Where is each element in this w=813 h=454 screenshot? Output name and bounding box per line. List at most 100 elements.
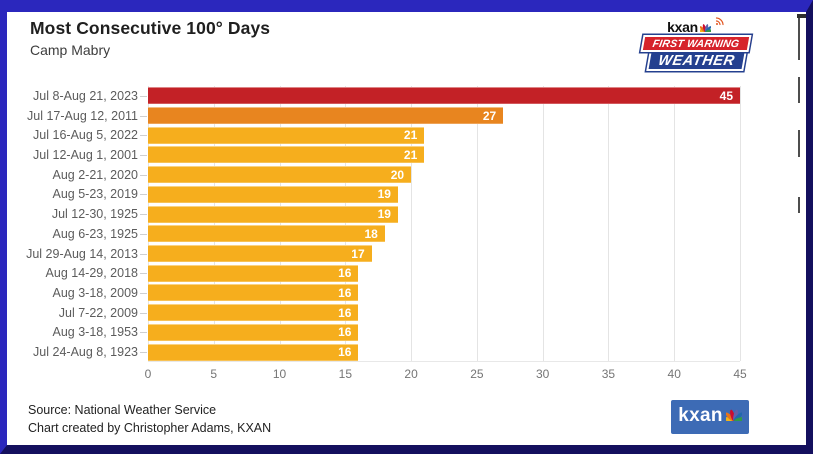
x-axis-tick-label: 35 bbox=[601, 367, 616, 381]
category-tick bbox=[140, 115, 147, 117]
first-warning-banner-text: FIRST WARNING bbox=[651, 37, 741, 50]
category-label: Aug 6-23, 1925 bbox=[52, 226, 139, 241]
bar: 45 bbox=[148, 87, 740, 105]
peacock-icon bbox=[697, 20, 714, 34]
credit-line: Chart created by Christopher Adams, KXAN bbox=[28, 420, 272, 435]
gridline bbox=[674, 86, 676, 361]
bar-value-label: 16 bbox=[338, 345, 352, 360]
bar-row: Jul 7-22, 2009 16 bbox=[59, 304, 740, 322]
x-axis-tick-label: 20 bbox=[404, 367, 418, 381]
category-label: Jul 8-Aug 21, 2023 bbox=[33, 88, 138, 103]
bar: 16 bbox=[148, 284, 359, 302]
kxan-wordmark-text: kxan bbox=[667, 19, 698, 35]
category-tick bbox=[140, 312, 147, 314]
gridline bbox=[608, 86, 610, 361]
category-tick bbox=[140, 154, 147, 156]
bar-value-label: 19 bbox=[377, 207, 391, 222]
category-label: Aug 2-21, 2020 bbox=[52, 167, 139, 182]
x-axis-tick-label: 30 bbox=[535, 367, 550, 381]
edge-artifact-dash bbox=[798, 18, 800, 60]
bar-row: Aug 14-29, 2018 16 bbox=[46, 264, 740, 282]
gridline bbox=[411, 86, 413, 361]
category-tick bbox=[140, 332, 147, 334]
bar-row: Jul 8-Aug 21, 2023 45 bbox=[33, 87, 740, 105]
category-label: Jul 12-30, 1925 bbox=[51, 207, 138, 222]
edge-artifact-dash bbox=[798, 197, 800, 213]
bar: 27 bbox=[148, 107, 504, 125]
bar-value-label: 27 bbox=[482, 108, 497, 123]
bar-row: Jul 12-Aug 1, 2001 21 bbox=[33, 146, 740, 164]
category-tick bbox=[140, 253, 147, 255]
bar-value-label: 19 bbox=[377, 187, 391, 202]
first-warning-banner: FIRST WARNING bbox=[640, 35, 752, 52]
gridline bbox=[279, 86, 281, 361]
plot-area: 0 5 10 15 20 25 30 35 40 45 Jul 8-Aug 21, 2023 45 Ju… bbox=[26, 86, 747, 381]
bar-value-label: 21 bbox=[403, 128, 418, 143]
category-label: Aug 3-18, 2009 bbox=[52, 285, 139, 300]
bar-row: Jul 17-Aug 12, 2011 27 bbox=[27, 107, 740, 125]
category-label: Jul 17-Aug 12, 2011 bbox=[27, 108, 138, 123]
category-tick bbox=[140, 292, 147, 294]
bar: 18 bbox=[148, 225, 385, 243]
category-tick bbox=[140, 352, 147, 354]
bar: 21 bbox=[148, 146, 425, 164]
bar-row: Jul 29-Aug 14, 2013 17 bbox=[26, 245, 740, 263]
kxan-logo-text: kxan bbox=[678, 405, 723, 426]
bar-value-label: 17 bbox=[351, 246, 365, 261]
category-tick bbox=[140, 194, 147, 196]
bar-value-label: 45 bbox=[719, 88, 733, 103]
page-title: Most Consecutive 100° Days bbox=[30, 18, 271, 38]
bar-value-label: 16 bbox=[338, 325, 352, 340]
bar-row: Aug 2-21, 2020 20 bbox=[53, 166, 740, 184]
gridline bbox=[148, 86, 149, 361]
bar-value-label: 16 bbox=[338, 285, 352, 300]
category-label: Aug 5-23, 2019 bbox=[52, 187, 139, 202]
category-label: Aug 14-29, 2018 bbox=[45, 266, 138, 281]
x-axis-tick-label: 40 bbox=[667, 367, 681, 381]
bar: 17 bbox=[148, 245, 372, 263]
x-axis-tick-label: 15 bbox=[338, 367, 353, 381]
category-label: Jul 24-Aug 8, 1923 bbox=[33, 345, 138, 360]
kxan-logo-badge: kxan bbox=[671, 400, 749, 434]
bar-row: Jul 24-Aug 8, 1923 16 bbox=[33, 343, 740, 361]
x-axis-tick-label: 10 bbox=[272, 367, 287, 381]
category-label: Jul 16-Aug 5, 2022 bbox=[33, 128, 138, 143]
bar: 16 bbox=[148, 343, 359, 361]
x-axis-tick-label: 45 bbox=[733, 367, 747, 381]
bar-value-label: 18 bbox=[364, 226, 378, 241]
x-axis-tick-label: 0 bbox=[144, 367, 152, 381]
gridline bbox=[476, 86, 478, 361]
footer-text: Source: National Weather Service Chart c… bbox=[28, 402, 271, 437]
bar: 16 bbox=[148, 304, 359, 322]
weather-banner-text: WEATHER bbox=[656, 53, 736, 69]
bar: 19 bbox=[148, 185, 398, 203]
bar-row: Aug 5-23, 2019 19 bbox=[53, 185, 740, 203]
category-tick bbox=[140, 174, 147, 176]
edge-artifact-dash bbox=[797, 14, 806, 18]
bar-value-label: 20 bbox=[390, 167, 405, 182]
edge-artifact-dash bbox=[798, 130, 800, 157]
bar-row: Jul 16-Aug 5, 2022 21 bbox=[33, 126, 740, 144]
x-axis-tick-label: 5 bbox=[210, 367, 218, 381]
bar: 19 bbox=[148, 205, 398, 223]
bar: 21 bbox=[148, 126, 425, 144]
x-axis-tick-label: 25 bbox=[470, 367, 484, 381]
category-label: Aug 3-18, 1953 bbox=[52, 325, 139, 340]
edge-artifact-dash bbox=[798, 77, 800, 103]
bar-value-label: 21 bbox=[403, 147, 418, 162]
gridline bbox=[345, 86, 347, 361]
bar-row: Aug 6-23, 1925 18 bbox=[53, 225, 740, 243]
page-subtitle: Camp Mabry bbox=[30, 42, 111, 58]
bar-value-label: 16 bbox=[338, 305, 352, 320]
bar-value-label: 16 bbox=[338, 266, 352, 281]
source-line: Source: National Weather Service bbox=[28, 403, 217, 417]
category-label: Jul 29-Aug 14, 2013 bbox=[26, 246, 138, 261]
gridline bbox=[213, 86, 215, 361]
bar-row: Aug 3-18, 2009 16 bbox=[53, 284, 740, 302]
bar: 16 bbox=[148, 264, 359, 282]
category-tick bbox=[140, 135, 147, 137]
bar-row: Jul 12-30, 1925 19 bbox=[52, 205, 740, 223]
category-tick bbox=[140, 214, 147, 216]
gridline bbox=[740, 86, 741, 361]
